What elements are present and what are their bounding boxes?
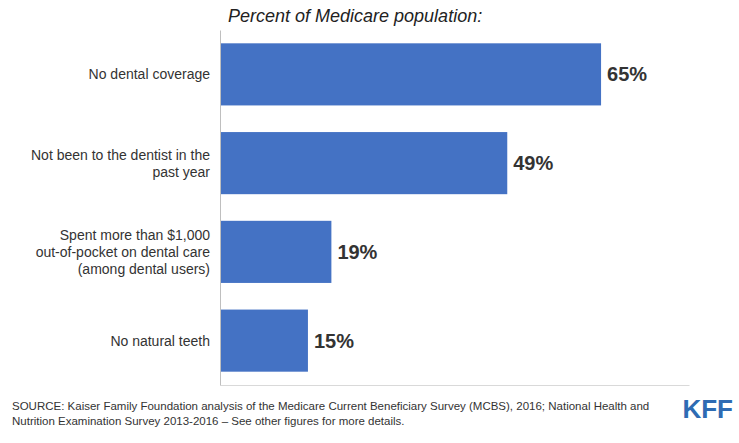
- bar: [220, 221, 331, 283]
- bar: [220, 310, 308, 372]
- data-label: 19%: [337, 241, 377, 263]
- bar: [220, 43, 601, 105]
- title: Percent of Medicare population:: [228, 6, 482, 26]
- logo: KFF: [682, 394, 733, 424]
- y-axis-line: [220, 31, 221, 386]
- tick: No natural teeth: [110, 333, 220, 349]
- bar: [220, 132, 507, 194]
- data-label: 15%: [314, 330, 354, 352]
- source: SOURCE: Kaiser Family Foundation analysi…: [12, 400, 649, 427]
- tick: Not been to the dentist in thepast year: [31, 147, 220, 180]
- data-label: 65%: [607, 63, 647, 85]
- bars: [220, 43, 601, 371]
- y-axis: No dental coverage Not been to the dentis…: [31, 31, 221, 386]
- data-labels: 65% 49% 19% 15%: [314, 63, 647, 351]
- chart: Percent of Medicare population: No dental…: [0, 0, 739, 443]
- data-label: 49%: [513, 152, 553, 174]
- tick-label: Not been to the dentist in thepast year: [31, 147, 210, 180]
- tick-label: Spent more than $1,000out-of-pocket on d…: [36, 227, 211, 277]
- tick-label: No natural teeth: [110, 333, 210, 349]
- tick-label: No dental coverage: [89, 66, 211, 82]
- x-axis: [221, 385, 690, 386]
- tick: No dental coverage: [89, 66, 220, 82]
- tick: Spent more than $1,000out-of-pocket on d…: [36, 227, 220, 277]
- x-axis-line: [221, 385, 690, 386]
